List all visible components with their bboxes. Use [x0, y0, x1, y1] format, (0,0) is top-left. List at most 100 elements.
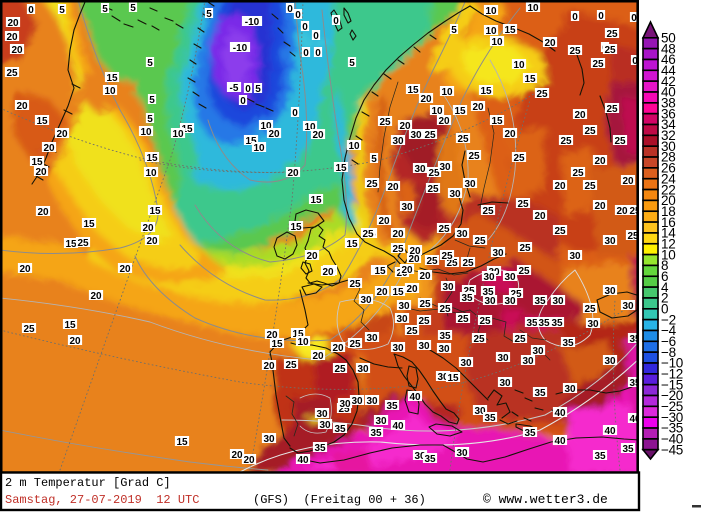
svg-text:25: 25	[366, 179, 378, 190]
svg-text:25: 25	[77, 238, 89, 249]
svg-text:25: 25	[349, 279, 361, 290]
svg-text:10: 10	[304, 122, 316, 133]
svg-text:25: 25	[584, 304, 596, 315]
svg-text:35: 35	[439, 331, 451, 342]
svg-text:10: 10	[513, 60, 525, 71]
svg-text:20: 20	[594, 201, 606, 212]
svg-text:-10: -10	[245, 17, 260, 28]
svg-text:0: 0	[240, 96, 246, 107]
svg-text:10: 10	[260, 121, 272, 132]
svg-text:0: 0	[245, 84, 251, 95]
svg-text:10: 10	[104, 86, 116, 97]
svg-text:40: 40	[604, 426, 616, 437]
svg-text:42: 42	[661, 74, 675, 89]
svg-text:20: 20	[119, 264, 131, 275]
svg-text:−20: −20	[661, 388, 683, 403]
svg-text:5: 5	[147, 114, 153, 125]
svg-text:−35: −35	[661, 421, 683, 436]
svg-text:20: 20	[616, 206, 628, 217]
svg-text:25: 25	[473, 334, 485, 345]
svg-text:−40: −40	[661, 432, 683, 447]
svg-text:20: 20	[378, 216, 390, 227]
svg-text:44: 44	[661, 63, 676, 78]
svg-text:25: 25	[334, 364, 346, 375]
svg-text:25: 25	[569, 46, 581, 57]
svg-text:10: 10	[140, 127, 152, 138]
svg-text:25: 25	[285, 360, 297, 371]
svg-text:25: 25	[362, 229, 374, 240]
svg-text:30: 30	[532, 346, 544, 357]
svg-text:15: 15	[346, 239, 358, 250]
svg-text:25: 25	[510, 289, 522, 300]
svg-text:5: 5	[206, 9, 212, 20]
svg-text:30: 30	[375, 416, 387, 427]
svg-text:25: 25	[518, 266, 530, 277]
svg-text:0: 0	[302, 22, 308, 33]
svg-text:15: 15	[504, 25, 516, 36]
svg-text:0: 0	[303, 48, 309, 59]
svg-text:5: 5	[147, 58, 153, 69]
svg-text:5: 5	[255, 84, 261, 95]
svg-text:5: 5	[451, 25, 457, 36]
svg-text:15: 15	[290, 222, 302, 233]
svg-text:0: 0	[631, 13, 637, 24]
svg-text:30: 30	[392, 343, 404, 354]
svg-text:25: 25	[418, 316, 430, 327]
svg-text:20: 20	[392, 229, 404, 240]
svg-text:26: 26	[661, 161, 675, 176]
svg-text:16: 16	[661, 215, 675, 230]
svg-text:35: 35	[314, 443, 326, 454]
svg-text:30: 30	[569, 251, 581, 262]
svg-text:25: 25	[627, 231, 639, 242]
svg-text:35: 35	[461, 293, 473, 304]
svg-text:0: 0	[313, 31, 319, 42]
svg-text:15: 15	[36, 116, 48, 127]
svg-text:0: 0	[598, 11, 604, 22]
svg-text:30: 30	[504, 296, 516, 307]
svg-text:10: 10	[485, 6, 497, 17]
svg-text:25: 25	[606, 104, 618, 115]
svg-text:15: 15	[480, 86, 492, 97]
svg-text:35: 35	[534, 296, 546, 307]
svg-text:10: 10	[172, 129, 184, 140]
svg-text:-10: -10	[233, 43, 248, 54]
svg-text:4: 4	[661, 280, 669, 295]
svg-text:40: 40	[554, 436, 566, 447]
svg-text:25: 25	[604, 45, 616, 56]
svg-text:48: 48	[661, 41, 675, 56]
svg-text:30: 30	[504, 272, 516, 283]
svg-text:2: 2	[661, 291, 668, 306]
svg-text:25: 25	[584, 126, 596, 137]
svg-text:40: 40	[297, 455, 309, 466]
svg-text:20: 20	[6, 32, 18, 43]
svg-text:35: 35	[370, 428, 382, 439]
svg-text:0: 0	[661, 302, 668, 317]
svg-text:18: 18	[661, 204, 675, 219]
svg-text:30: 30	[464, 179, 476, 190]
svg-text:25: 25	[349, 339, 361, 350]
svg-text:20: 20	[401, 265, 413, 276]
svg-text:0: 0	[292, 108, 298, 119]
svg-text:-5: -5	[230, 83, 239, 94]
svg-text:8: 8	[661, 258, 668, 273]
svg-text:10: 10	[297, 337, 309, 348]
svg-text:15: 15	[454, 106, 466, 117]
svg-text:15: 15	[146, 153, 158, 164]
svg-text:−12: −12	[661, 367, 683, 382]
svg-text:25: 25	[428, 168, 440, 179]
svg-text:30: 30	[497, 353, 509, 364]
svg-text:25: 25	[427, 184, 439, 195]
svg-text:15: 15	[64, 320, 76, 331]
svg-text:25: 25	[572, 168, 584, 179]
svg-text:35: 35	[334, 424, 346, 435]
svg-text:24: 24	[661, 171, 676, 186]
svg-text:25: 25	[426, 256, 438, 267]
svg-text:20: 20	[7, 18, 19, 29]
svg-text:25: 25	[441, 251, 453, 262]
svg-text:30: 30	[414, 451, 426, 462]
svg-text:38: 38	[661, 96, 675, 111]
svg-text:−25: −25	[661, 399, 683, 414]
svg-text:30: 30	[366, 396, 378, 407]
svg-text:−6: −6	[661, 334, 676, 349]
svg-text:20: 20	[19, 264, 31, 275]
